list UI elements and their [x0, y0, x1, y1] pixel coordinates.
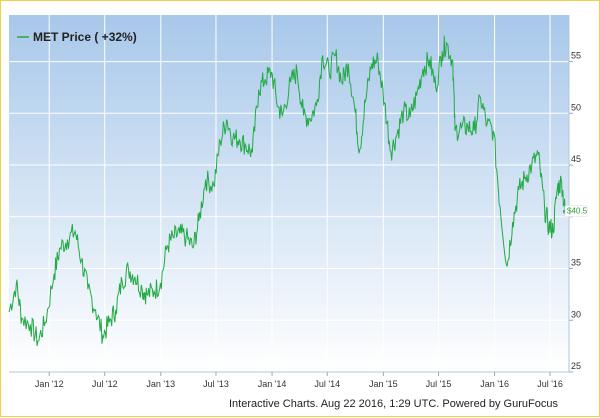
y-tick-label: 30 [571, 309, 581, 319]
x-tick-label: Jul '13 [203, 379, 229, 389]
x-tick-label: Jan '12 [35, 379, 64, 389]
chart-credit: Interactive Charts. Aug 22 2016, 1:29 UT… [229, 398, 558, 410]
y-tick-label: 25 [571, 361, 581, 371]
x-tick-label: Jul '16 [537, 379, 563, 389]
x-tick-label: Jan '13 [146, 379, 175, 389]
x-tick-label: Jul '15 [426, 379, 452, 389]
legend[interactable]: MET Price ( +32%) [17, 30, 137, 44]
y-tick-label: 35 [571, 258, 581, 268]
x-tick-label: Jul '14 [314, 379, 340, 389]
y-tick-label: 55 [571, 51, 581, 61]
x-tick-label: Jan '15 [369, 379, 398, 389]
x-tick-label: Jan '14 [258, 379, 287, 389]
x-tick-label: Jul '12 [92, 379, 118, 389]
series-line-met-price[interactable] [8, 35, 566, 347]
last-price-badge: $40.5 [564, 205, 588, 217]
y-tick-label: 50 [571, 102, 581, 112]
x-axis-ticks: Jan '12 Jul '12 Jan '13 Jul '13 Jan '14 Jul '… [35, 372, 563, 389]
last-price-label: $40.5 [567, 207, 588, 216]
legend-entry-met-price: MET Price ( +32%) [33, 30, 137, 44]
y-tick-label: 45 [571, 154, 581, 164]
plot-area [9, 15, 569, 372]
x-tick-label: Jan '16 [480, 379, 509, 389]
